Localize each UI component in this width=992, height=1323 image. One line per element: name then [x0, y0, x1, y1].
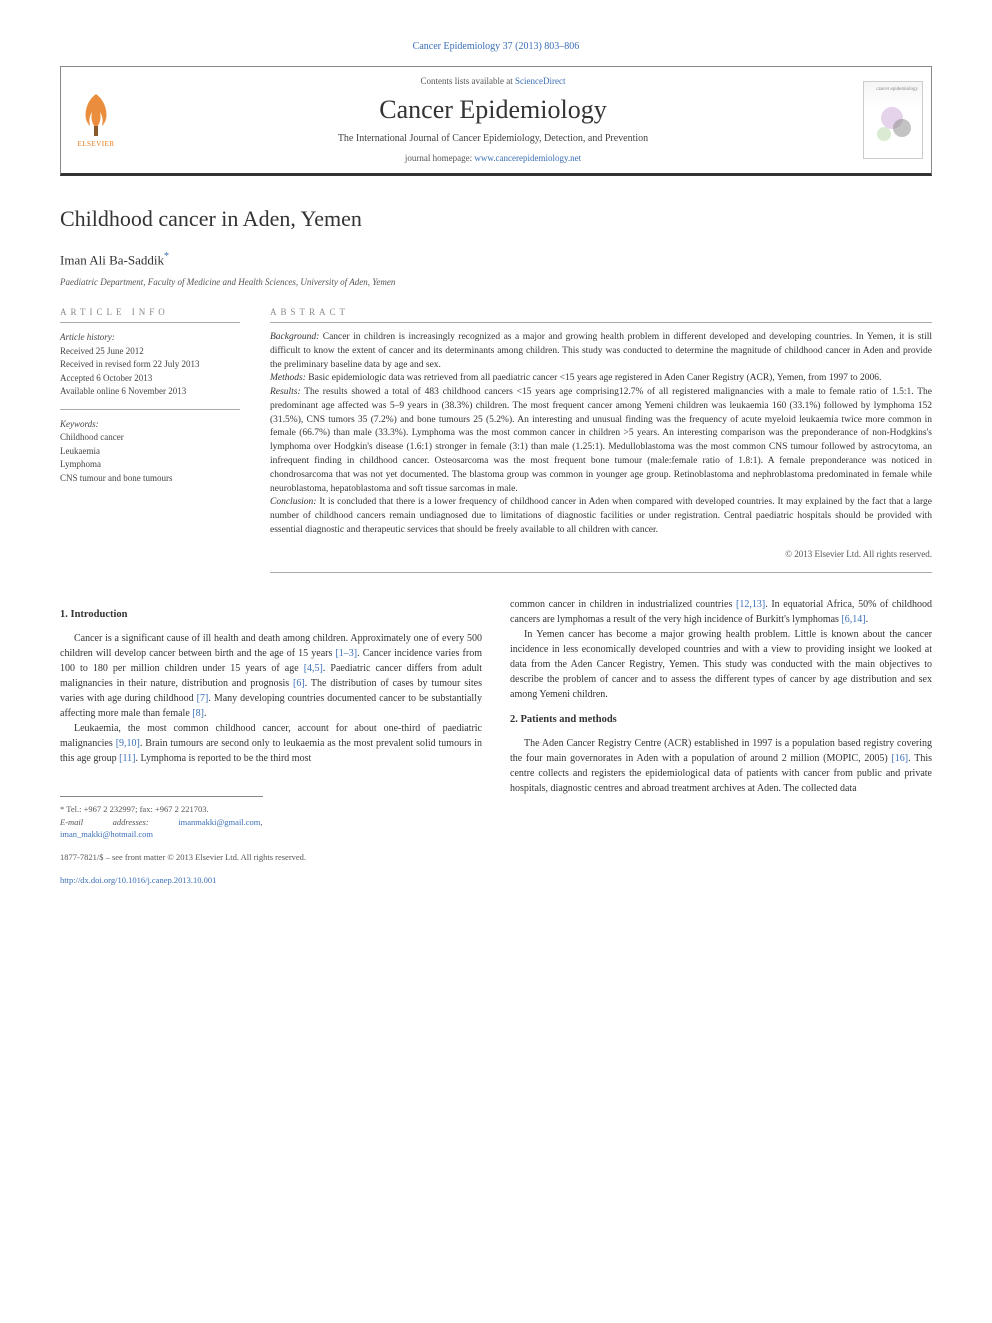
citation[interactable]: [11] [119, 753, 135, 764]
citation[interactable]: [1–3] [335, 648, 357, 659]
citation[interactable]: [6] [293, 678, 305, 689]
body-paragraph: The Aden Cancer Registry Centre (ACR) es… [510, 736, 932, 796]
abstract-bg: Cancer in children is increasingly recog… [270, 332, 932, 370]
citation[interactable]: [6,14] [841, 614, 865, 625]
contents-prefix: Contents lists available at [421, 76, 515, 86]
author-text: Iman Ali Ba-Saddik [60, 253, 164, 268]
abstract-text: Background: Cancer in children is increa… [270, 331, 932, 537]
column-left: 1. Introduction Cancer is a significant … [60, 597, 482, 887]
header-center: Contents lists available at ScienceDirec… [131, 67, 855, 173]
elsevier-label: ELSEVIER [77, 140, 114, 150]
email-label: E-mail addresses: [60, 817, 149, 827]
keyword: Leukaemia [60, 445, 240, 459]
body-paragraph: Leukaemia, the most common childhood can… [60, 721, 482, 766]
abstract-results-label: Results: [270, 387, 301, 397]
citation[interactable]: [7] [197, 693, 209, 704]
history-line: Received in revised form 22 July 2013 [60, 358, 240, 372]
keywords-label: Keywords: [60, 418, 240, 432]
email-link[interactable]: iman_makki@hotmail.com [60, 829, 153, 839]
body-paragraph: Cancer is a significant cause of ill hea… [60, 631, 482, 721]
keywords: Keywords: Childhood cancer Leukaemia Lym… [60, 418, 240, 486]
body-paragraph: In Yemen cancer has become a major growi… [510, 627, 932, 702]
cover-title: cancer epidemiology [868, 86, 918, 93]
history-label: Article history: [60, 331, 240, 345]
email-line: E-mail addresses: imanmakki@gmail.com, i… [60, 816, 263, 842]
journal-reference: Cancer Epidemiology 37 (2013) 803–806 [60, 40, 932, 54]
abstract: ABSTRACT Background: Cancer in children … [270, 306, 932, 573]
citation[interactable]: [12,13] [736, 599, 765, 610]
history-line: Available online 6 November 2013 [60, 385, 240, 399]
corresponding-tel: * Tel.: +967 2 232997; fax: +967 2 22170… [60, 803, 263, 816]
cover-art [873, 105, 913, 145]
article-info: ARTICLE INFO Article history: Received 2… [60, 306, 240, 573]
email-link[interactable]: imanmakki@gmail.com [178, 817, 260, 827]
journal-cover-thumb: cancer epidemiology [863, 81, 923, 159]
doi-line: http://dx.doi.org/10.1016/j.canep.2013.1… [60, 874, 482, 887]
citation[interactable]: [8] [192, 708, 204, 719]
article-title: Childhood cancer in Aden, Yemen [60, 204, 932, 235]
elsevier-logo: ELSEVIER [61, 80, 131, 160]
homepage-link[interactable]: www.cancerepidemiology.net [474, 153, 581, 163]
author-affiliation: Paediatric Department, Faculty of Medici… [60, 276, 932, 289]
author-name: Iman Ali Ba-Saddik* [60, 250, 932, 270]
section-1-heading: 1. Introduction [60, 607, 482, 623]
abstract-bg-label: Background: [270, 332, 319, 342]
citation[interactable]: [9,10] [116, 738, 140, 749]
homepage-prefix: journal homepage: [405, 153, 474, 163]
journal-subtitle: The International Journal of Cancer Epid… [131, 132, 855, 146]
elsevier-tree-icon [76, 90, 116, 138]
body-columns: 1. Introduction Cancer is a significant … [60, 597, 932, 887]
citation[interactable]: [16] [891, 753, 908, 764]
abstract-methods-label: Methods: [270, 373, 306, 383]
keyword: Lymphoma [60, 458, 240, 472]
abstract-results: The results showed a total of 483 childh… [270, 387, 932, 493]
journal-homepage: journal homepage: www.cancerepidemiology… [131, 152, 855, 165]
journal-header: ELSEVIER Contents lists available at Sci… [60, 66, 932, 176]
history-line: Received 25 June 2012 [60, 345, 240, 359]
doi-link[interactable]: http://dx.doi.org/10.1016/j.canep.2013.1… [60, 875, 216, 885]
keyword: Childhood cancer [60, 431, 240, 445]
abstract-methods: Basic epidemiologic data was retrieved f… [308, 373, 881, 383]
keyword: CNS tumour and bone tumours [60, 472, 240, 486]
body-paragraph: common cancer in children in industriali… [510, 597, 932, 627]
issn-line: 1877-7821/$ – see front matter © 2013 El… [60, 851, 482, 864]
corresponding-author-mark: * [164, 251, 169, 262]
abstract-conclusion-label: Conclusion: [270, 497, 316, 507]
abstract-header: ABSTRACT [270, 306, 932, 323]
journal-name: Cancer Epidemiology [131, 92, 855, 128]
copyright: © 2013 Elsevier Ltd. All rights reserved… [270, 548, 932, 561]
sciencedirect-link[interactable]: ScienceDirect [515, 76, 565, 86]
abstract-conclusion: It is concluded that there is a lower fr… [270, 497, 932, 535]
history-line: Accepted 6 October 2013 [60, 372, 240, 386]
article-info-header: ARTICLE INFO [60, 306, 240, 323]
article-history: Article history: Received 25 June 2012 R… [60, 331, 240, 399]
section-2-heading: 2. Patients and methods [510, 712, 932, 728]
footnotes: * Tel.: +967 2 232997; fax: +967 2 22170… [60, 796, 263, 841]
contents-line: Contents lists available at ScienceDirec… [131, 75, 855, 88]
citation[interactable]: [4,5] [304, 663, 323, 674]
info-abstract-row: ARTICLE INFO Article history: Received 2… [60, 306, 932, 573]
column-right: common cancer in children in industriali… [510, 597, 932, 887]
